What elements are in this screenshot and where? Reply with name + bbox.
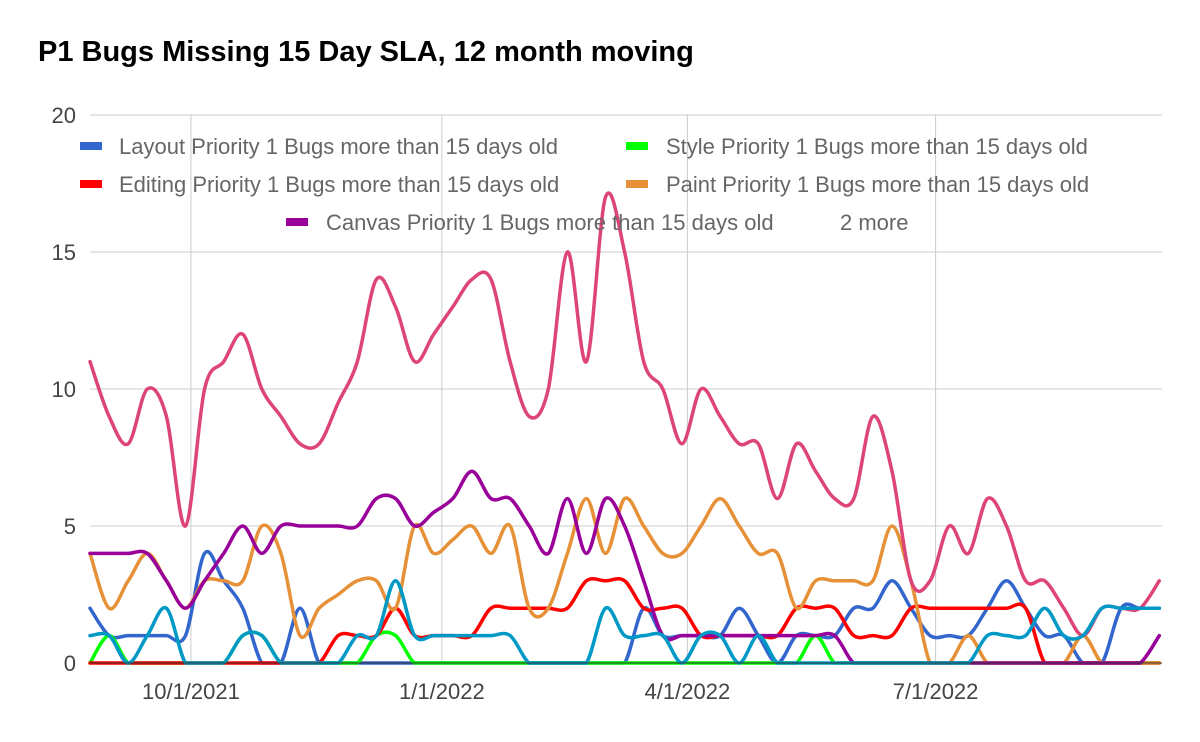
y-tick-label: 20 — [52, 103, 76, 128]
x-tick-label: 4/1/2022 — [645, 679, 731, 704]
legend-label: Canvas Priority 1 Bugs more than 15 days… — [326, 210, 774, 235]
legend-label: Layout Priority 1 Bugs more than 15 days… — [119, 134, 558, 159]
x-tick-label: 10/1/2021 — [142, 679, 240, 704]
legend-label: Paint Priority 1 Bugs more than 15 days … — [666, 172, 1089, 197]
series-layer — [88, 191, 1162, 665]
y-tick-label: 5 — [64, 514, 76, 539]
series-line-7 — [88, 579, 1162, 665]
legend-swatch — [80, 142, 102, 150]
chart-title: P1 Bugs Missing 15 Day SLA, 12 month mov… — [38, 36, 694, 68]
legend-label: Editing Priority 1 Bugs more than 15 day… — [119, 172, 559, 197]
axis-layer: 0 5 10 15 20 10/1/2021 1/1/2022 4/1/2022 7/1/202… — [52, 103, 1162, 704]
series-line-6 — [88, 191, 1162, 638]
y-tick-label: 15 — [52, 240, 76, 265]
x-tick-label: 1/1/2022 — [399, 679, 485, 704]
y-tick-label: 0 — [64, 651, 76, 676]
legend-swatch — [286, 218, 308, 226]
legend-more-button[interactable]: 2 more — [840, 210, 908, 235]
x-tick-label: 7/1/2022 — [893, 679, 979, 704]
legend-label: Style Priority 1 Bugs more than 15 days … — [666, 134, 1088, 159]
chart-legend[interactable]: Layout Priority 1 Bugs more than 15 days… — [80, 134, 1089, 235]
legend-swatch — [626, 180, 648, 188]
legend-swatch — [80, 180, 102, 188]
y-tick-label: 10 — [52, 377, 76, 402]
legend-swatch — [626, 142, 648, 150]
